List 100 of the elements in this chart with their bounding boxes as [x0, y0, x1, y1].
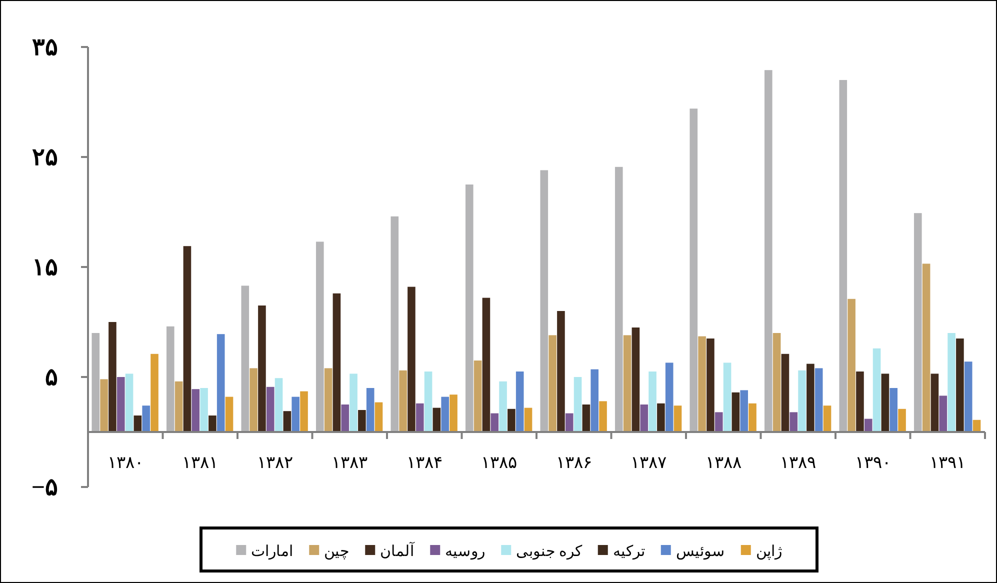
- bar: [142, 406, 150, 432]
- bar: [424, 372, 432, 432]
- bar: [590, 369, 599, 432]
- x-tick-label: ۱۳۹۰: [854, 453, 891, 472]
- bar: [665, 362, 674, 432]
- bar: [540, 170, 548, 432]
- bar: [432, 408, 441, 432]
- bar: [848, 298, 856, 432]
- bar: [674, 406, 682, 432]
- x-tick-label: ۱۳۸۴: [406, 453, 442, 472]
- bar: [150, 354, 158, 432]
- bar: [698, 336, 706, 432]
- bar: [283, 411, 292, 432]
- bar: [623, 335, 632, 432]
- x-tick-label: ۱۳۸۳: [332, 453, 368, 472]
- bar: [614, 166, 623, 432]
- bar: [441, 396, 450, 432]
- bar: [416, 403, 424, 432]
- bar: [772, 333, 781, 432]
- y-tick-label: ۳۵: [32, 35, 58, 61]
- bar: [690, 108, 698, 432]
- legend-label: روسیه: [445, 544, 486, 560]
- legend-label: امارات: [251, 544, 294, 560]
- bar: [192, 389, 200, 432]
- bar: [890, 388, 898, 432]
- bar: [956, 338, 964, 432]
- bar: [166, 326, 174, 432]
- bar: [408, 286, 416, 432]
- y-tick-label: −۵: [31, 475, 58, 501]
- bar: [790, 412, 798, 432]
- bar: [482, 298, 490, 432]
- bar: [490, 413, 499, 432]
- bar: [374, 402, 383, 432]
- bar: [358, 410, 366, 432]
- bar: [740, 390, 748, 432]
- bar: [574, 377, 582, 432]
- bar: [332, 293, 341, 432]
- bar: [508, 408, 516, 432]
- legend-label: چین: [324, 544, 350, 560]
- bar: [250, 368, 258, 432]
- bar: [764, 70, 772, 432]
- bar: [548, 335, 556, 432]
- bar: [516, 372, 524, 432]
- bar: [723, 362, 732, 432]
- bar: [599, 401, 607, 432]
- bar: [632, 328, 640, 432]
- bar: [806, 364, 814, 432]
- x-tick-label: ۱۳۸۲: [256, 453, 293, 472]
- bar: [640, 404, 648, 432]
- bar: [208, 416, 216, 432]
- bar: [582, 404, 590, 432]
- bar: [914, 213, 922, 432]
- x-tick-label: ۱۳۸۸: [705, 453, 742, 472]
- bar: [706, 338, 714, 432]
- x-tick-label: ۱۳۸۵: [481, 453, 518, 472]
- bar: [930, 374, 939, 432]
- bar: [798, 370, 806, 432]
- bar: [134, 416, 142, 432]
- bar: [300, 391, 308, 432]
- bar: [864, 418, 872, 432]
- bar: [92, 333, 100, 432]
- x-tick-label: ۱۳۸۹: [780, 453, 816, 472]
- bar: [274, 378, 283, 432]
- bar: [714, 412, 723, 432]
- bar: [872, 348, 881, 432]
- x-tick-label: ۱۳۸۶: [556, 453, 592, 472]
- legend-label: سوئیس: [676, 544, 725, 560]
- bar: [241, 286, 250, 432]
- bar: [316, 242, 324, 432]
- bar: [108, 322, 116, 432]
- bar: [216, 334, 225, 432]
- bar: [100, 379, 108, 432]
- x-tick-label: ۱۳۸۷: [630, 453, 667, 472]
- legend-label: کره جنوبی: [516, 544, 583, 560]
- bar: [856, 372, 864, 432]
- legend-label: ژاپن: [756, 544, 782, 560]
- legend-label: ترکیه: [612, 544, 645, 560]
- x-tick-label: ۱۳۸۰: [107, 453, 144, 472]
- bar: [948, 333, 956, 432]
- bar: [814, 368, 823, 432]
- bar: [732, 392, 740, 432]
- bar: [200, 388, 208, 432]
- bar: [939, 396, 948, 432]
- y-tick-label: ۲۵: [32, 145, 58, 171]
- bar: [499, 381, 507, 432]
- bar: [183, 246, 192, 432]
- x-tick-label: ۱۳۸۱: [182, 453, 218, 472]
- legend-label: آلمان: [380, 542, 416, 560]
- bar: [225, 396, 234, 432]
- bar: [174, 381, 183, 432]
- bar: [292, 396, 300, 432]
- bar: [366, 388, 374, 432]
- bar: [350, 374, 358, 432]
- bar: [341, 404, 350, 432]
- bar: [324, 368, 332, 432]
- bar: [839, 80, 848, 432]
- y-tick-label: ۵: [45, 365, 58, 391]
- bar: [881, 374, 890, 432]
- bar: [781, 354, 790, 432]
- bar: [258, 306, 266, 432]
